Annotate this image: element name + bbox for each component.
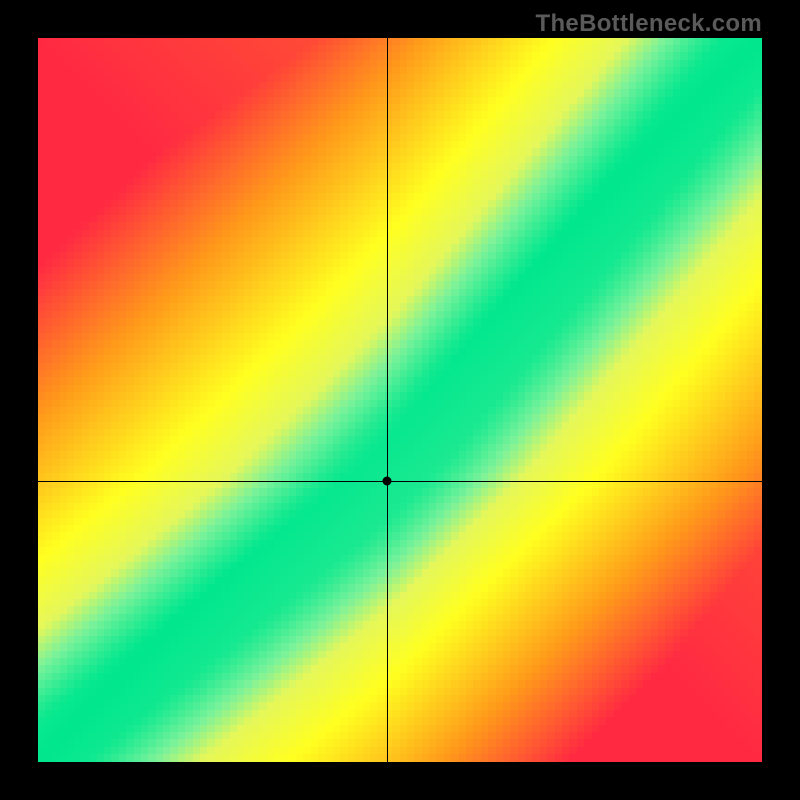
chart-container: TheBottleneck.com bbox=[0, 0, 800, 800]
crosshair-vertical bbox=[387, 38, 388, 762]
crosshair-marker bbox=[382, 477, 391, 486]
heatmap-canvas bbox=[38, 38, 762, 762]
plot-area bbox=[38, 38, 762, 762]
watermark-label: TheBottleneck.com bbox=[536, 10, 762, 38]
crosshair-horizontal bbox=[38, 481, 762, 482]
